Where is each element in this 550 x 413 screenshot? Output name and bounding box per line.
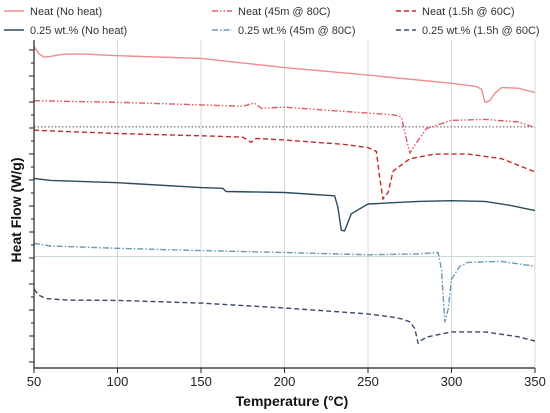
x-tick-label-100: 100 bbox=[107, 374, 129, 389]
legend: Neat (No heat) Neat (45m @ 80C) Neat (1.… bbox=[4, 6, 540, 37]
legend-label-neat-1-5h-60c: Neat (1.5h @ 60C) bbox=[422, 6, 515, 18]
series-line-1 bbox=[33, 100, 536, 154]
x-tick-label-150: 150 bbox=[190, 374, 212, 389]
legend-item-025-45m-80c: 0.25 wt.% (45m @ 80C) bbox=[212, 25, 356, 37]
y-axis-title: Heat Flow (W/g) bbox=[8, 158, 24, 263]
legend-item-neat-45m-80c: Neat (45m @ 80C) bbox=[212, 6, 330, 18]
legend-label-neat-no-heat: Neat (No heat) bbox=[30, 6, 102, 18]
legend-label-025-1-5h-60c: 0.25 wt.% (1.5h @ 60C) bbox=[422, 25, 540, 37]
legend-label-025-45m-80c: 0.25 wt.% (45m @ 80C) bbox=[238, 25, 356, 37]
series-line-0 bbox=[33, 46, 536, 103]
legend-label-neat-45m-80c: Neat (45m @ 80C) bbox=[238, 6, 330, 18]
x-tick-label-350: 350 bbox=[524, 374, 546, 389]
series-line-4 bbox=[33, 242, 536, 323]
reference-lines bbox=[34, 126, 535, 257]
legend-item-neat-1-5h-60c: Neat (1.5h @ 60C) bbox=[396, 6, 515, 18]
x-axis-title: Temperature (°C) bbox=[236, 393, 349, 409]
series-lines bbox=[33, 46, 536, 345]
x-tick-label-50: 50 bbox=[27, 374, 41, 389]
x-axis-ticks: 50 100 150 200 250 300 350 bbox=[27, 368, 546, 389]
y-axis-ticks bbox=[29, 49, 34, 363]
legend-label-025-no-heat: 0.25 wt.% (No heat) bbox=[30, 25, 127, 37]
x-tick-label-300: 300 bbox=[441, 374, 463, 389]
x-tick-label-250: 250 bbox=[357, 374, 379, 389]
series-line-3 bbox=[33, 177, 536, 232]
legend-item-025-1-5h-60c: 0.25 wt.% (1.5h @ 60C) bbox=[396, 25, 540, 37]
legend-item-025-no-heat: 0.25 wt.% (No heat) bbox=[4, 25, 127, 37]
vertical-gridlines bbox=[117, 40, 536, 368]
series-line-5 bbox=[33, 288, 536, 345]
x-tick-label-200: 200 bbox=[274, 374, 296, 389]
legend-item-neat-no-heat: Neat (No heat) bbox=[4, 6, 102, 18]
series-line-2 bbox=[33, 129, 536, 200]
